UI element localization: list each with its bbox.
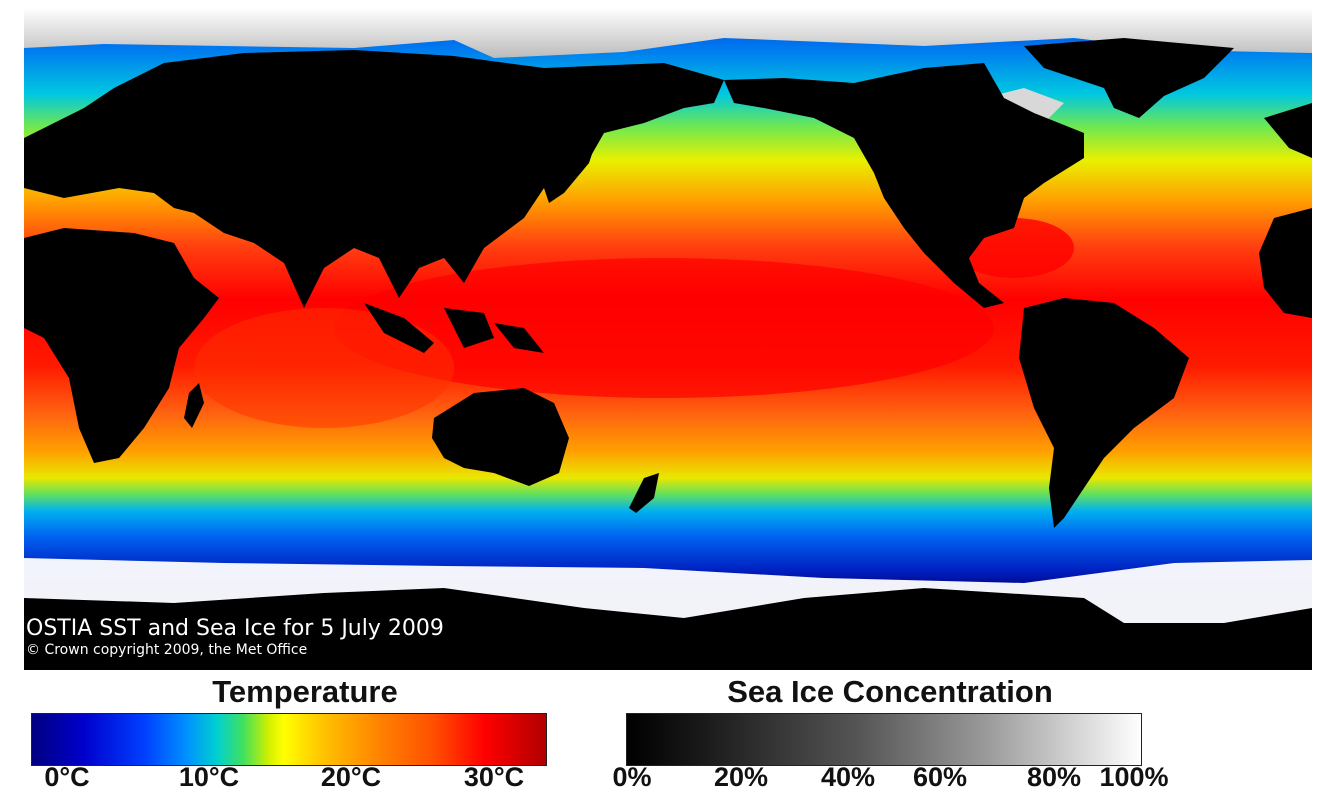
australia <box>432 388 569 486</box>
sea-ice-colorbar <box>626 713 1142 766</box>
arctic-ice <box>24 8 1312 58</box>
sea-ice-tick: 0% <box>612 762 652 792</box>
new-zealand <box>629 473 659 513</box>
antarctica <box>24 588 1312 670</box>
world-sst-map <box>24 8 1312 670</box>
map-copyright: © Crown copyright 2009, the Met Office <box>26 642 308 658</box>
sea-ice-tick: 20% <box>713 762 769 792</box>
sea-ice-tick: 80% <box>1026 762 1082 792</box>
temperature-tick: 0°C <box>44 762 90 792</box>
temperature-tick: 10°C <box>178 762 240 792</box>
temperature-tick: 30°C <box>463 762 525 792</box>
temperature-legend-title: Temperature <box>212 674 398 709</box>
greenland <box>1024 38 1234 118</box>
africa-east-edge <box>1259 208 1312 318</box>
temperature-tick: 20°C <box>320 762 382 792</box>
pacific-warm-pool <box>334 258 994 398</box>
south-america <box>1019 298 1189 528</box>
sea-ice-tick: 100% <box>1099 762 1169 792</box>
map-caption-title: OSTIA SST and Sea Ice for 5 July 2009 <box>26 616 444 641</box>
madagascar <box>184 383 204 428</box>
north-america <box>724 63 1084 308</box>
eurasia <box>24 50 724 308</box>
sea-ice-tick: 60% <box>912 762 968 792</box>
japan <box>544 128 599 203</box>
europe-right-edge <box>1264 103 1312 158</box>
temperature-colorbar <box>31 713 547 766</box>
indonesia <box>364 303 544 353</box>
africa <box>24 228 219 463</box>
sea-ice-legend-title: Sea Ice Concentration <box>727 674 1053 709</box>
sea-ice-tick: 40% <box>820 762 876 792</box>
indian-ocean-warm <box>194 308 454 428</box>
